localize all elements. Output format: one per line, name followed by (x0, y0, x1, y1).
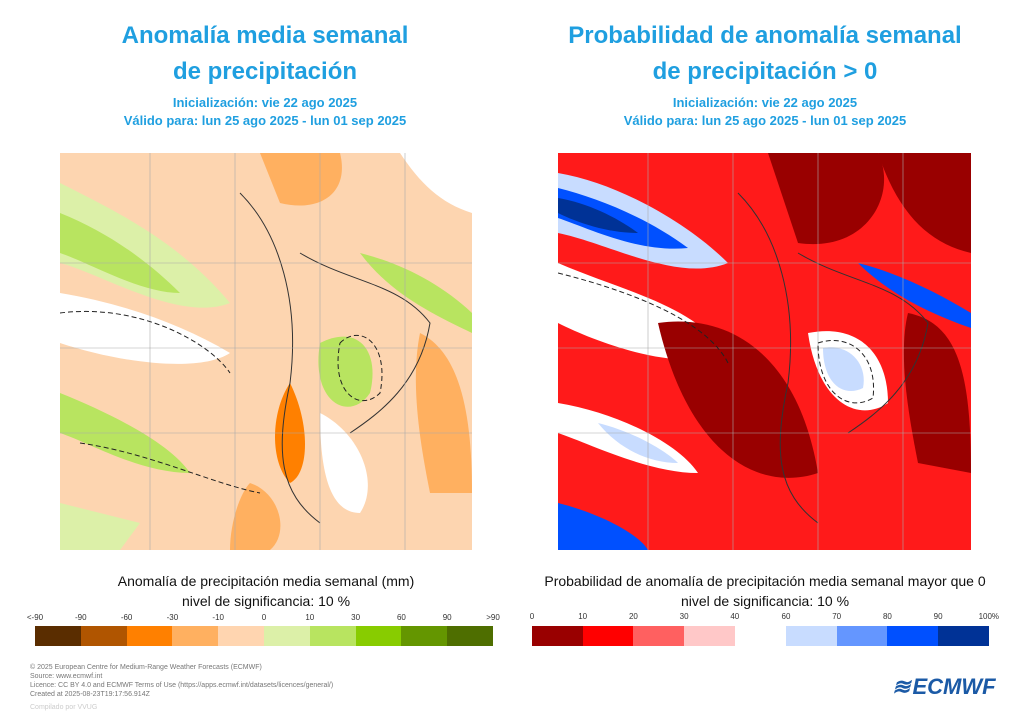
ecmwf-logo-icon: ≋ (892, 674, 911, 699)
right-subtitle: Inicialización: vie 22 ago 2025 Válido pa… (540, 94, 990, 130)
ecmwf-logo: ≋ ECMWF (892, 674, 996, 700)
colorbar-tick: -60 (120, 613, 133, 622)
footer-source: Source: www.ecmwf.int (30, 673, 103, 680)
colorbar-swatch (582, 626, 634, 646)
right-significance: nivel de significancia: 10 % (680, 593, 850, 609)
footer: © 2025 European Centre for Medium-Range … (30, 663, 333, 712)
ecmwf-logo-text: ECMWF (912, 674, 996, 699)
colorbar-swatch (218, 626, 264, 646)
left-map (60, 153, 472, 550)
footer-created: Created at 2025-08-23T19:17:56.914Z (30, 691, 150, 698)
colorbar-swatch (938, 626, 989, 646)
left-caption-text: Anomalía de precipitación media semanal … (117, 573, 415, 589)
colorbar-tick: 20 (628, 612, 638, 621)
colorbar-tick: 0 (261, 613, 267, 622)
colorbar-tick: 30 (351, 613, 361, 622)
colorbar-tick: 70 (832, 612, 842, 621)
colorbar-tick: -10 (212, 613, 224, 622)
colorbar-swatch (633, 626, 685, 646)
left-valid: Válido para: lun 25 ago 2025 - lun 01 se… (123, 113, 407, 128)
right-title-line2: de precipitación > 0 (652, 58, 878, 85)
colorbar-tick: 80 (882, 612, 892, 621)
colorbar-tick: 10 (578, 612, 588, 621)
colorbar-tick: 90 (442, 613, 452, 622)
colorbar-tick: -30 (166, 613, 179, 622)
colorbar-swatch (836, 626, 888, 646)
left-caption: Anomalía de precipitación media semanal … (60, 571, 472, 611)
right-caption: Probabilidad de anomalía de precipitació… (520, 571, 1010, 611)
left-significance: nivel de significancia: 10 % (181, 593, 351, 609)
footer-copyright: © 2025 European Centre for Medium-Range … (30, 664, 262, 671)
colorbar-swatch (887, 626, 939, 646)
right-title: Probabilidad de anomalía semanal de preci… (540, 18, 990, 90)
footer-licence: Licence: CC BY 4.0 and ECMWF Terms of Us… (30, 682, 334, 689)
footer-compiled: Compilado por VVUG (30, 704, 98, 711)
colorbar-swatch (80, 626, 127, 646)
colorbar-swatch (126, 626, 173, 646)
left-init: Inicialización: vie 22 ago 2025 (172, 95, 358, 110)
colorbar-swatch (532, 626, 583, 646)
colorbar-swatch (684, 626, 735, 646)
colorbar-swatch (355, 626, 402, 646)
colorbar-tick: -90 (75, 613, 87, 622)
colorbar-tick: 30 (679, 612, 689, 621)
left-title-line2: de precipitación (172, 58, 358, 85)
colorbar-swatch (786, 626, 837, 646)
colorbar-tick: 90 (933, 612, 943, 621)
right-caption-text: Probabilidad de anomalía de precipitació… (544, 573, 986, 589)
colorbar-tick: 40 (730, 612, 740, 621)
right-title-line1: Probabilidad de anomalía semanal (568, 22, 962, 49)
left-subtitle: Inicialización: vie 22 ago 2025 Válido pa… (60, 94, 470, 130)
colorbar-tick: 10 (305, 613, 315, 622)
colorbar-swatch (264, 626, 310, 646)
colorbar-tick: 60 (781, 612, 791, 621)
colorbar-swatch (172, 626, 219, 646)
right-valid: Válido para: lun 25 ago 2025 - lun 01 se… (623, 113, 907, 128)
colorbar-tick: 60 (396, 613, 406, 622)
right-init: Inicialización: vie 22 ago 2025 (672, 95, 858, 110)
colorbar-swatch (401, 626, 448, 646)
colorbar-swatch (447, 626, 493, 646)
colorbar-tick: <-90 (26, 613, 44, 622)
left-title-line1: Anomalía media semanal (121, 22, 409, 49)
colorbar-tick: 100% (978, 612, 1000, 621)
left-title: Anomalía media semanal de precipitación (60, 18, 470, 90)
colorbar-swatch (309, 626, 356, 646)
colorbar-swatch (35, 626, 81, 646)
colorbar-tick: >90 (486, 613, 500, 622)
right-map (558, 153, 971, 550)
colorbar-tick: 0 (529, 612, 535, 621)
